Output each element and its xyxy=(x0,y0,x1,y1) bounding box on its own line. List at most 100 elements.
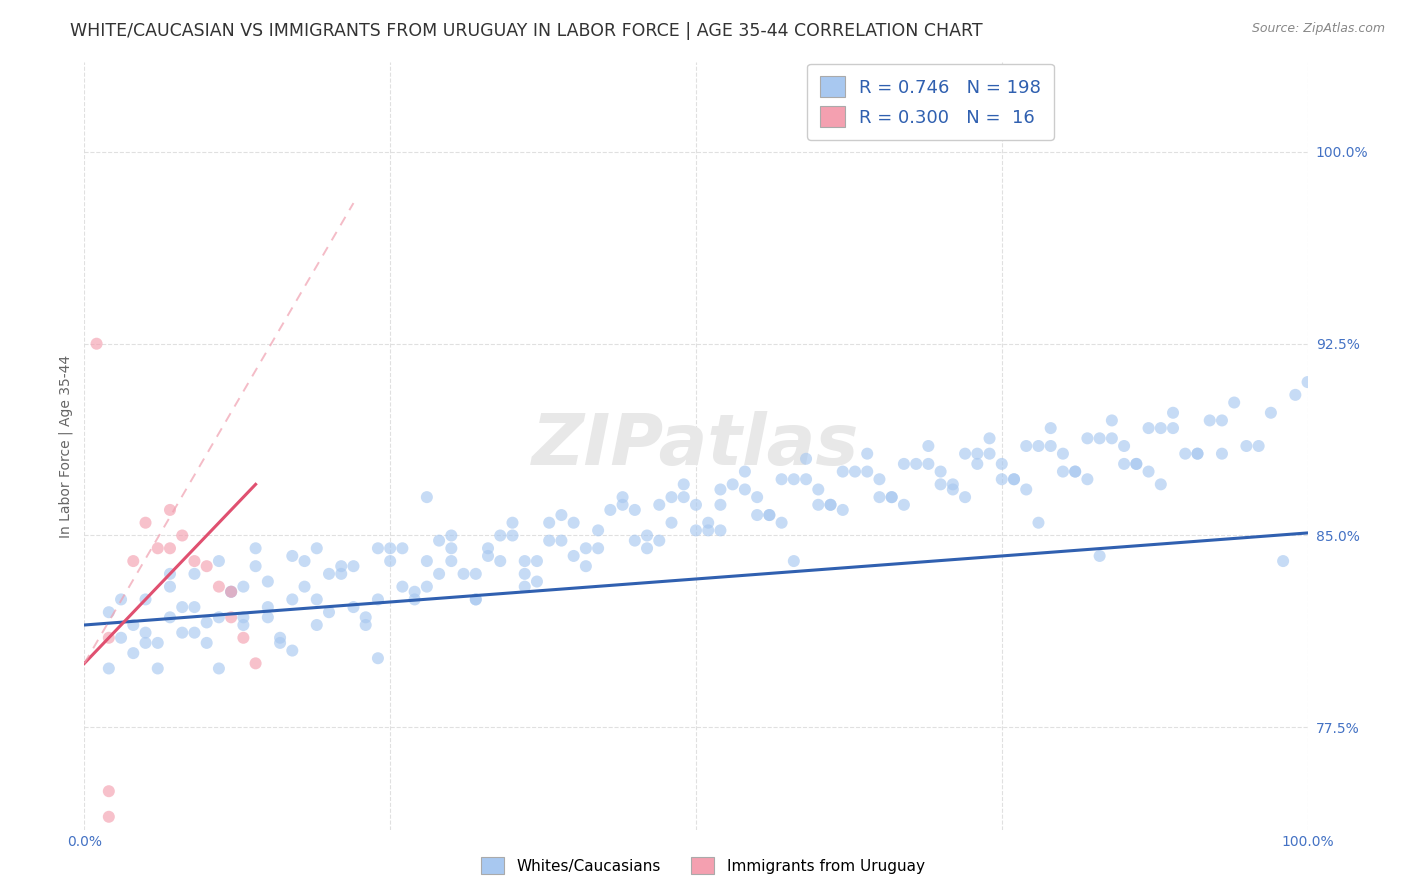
Point xyxy=(219,610,242,624)
Point xyxy=(1211,447,1233,461)
Point xyxy=(1002,472,1025,486)
Point xyxy=(464,592,486,607)
Point xyxy=(367,592,389,607)
Point xyxy=(1236,439,1258,453)
Point xyxy=(183,554,205,568)
Point xyxy=(1296,375,1319,389)
Legend: Whites/Caucasians, Immigrants from Uruguay: Whites/Caucasians, Immigrants from Urugu… xyxy=(475,851,931,880)
Point xyxy=(110,631,132,645)
Point xyxy=(831,503,853,517)
Point xyxy=(489,554,512,568)
Point xyxy=(709,498,731,512)
Point xyxy=(709,483,731,497)
Point xyxy=(869,490,891,504)
Point xyxy=(342,600,364,615)
Point xyxy=(1125,457,1147,471)
Point xyxy=(685,524,707,538)
Point xyxy=(831,465,853,479)
Point xyxy=(770,472,793,486)
Point xyxy=(391,541,413,556)
Point xyxy=(219,584,242,599)
Point xyxy=(905,457,928,471)
Point xyxy=(269,631,291,645)
Point xyxy=(942,483,965,497)
Point xyxy=(305,618,328,632)
Point xyxy=(294,580,316,594)
Point xyxy=(807,498,830,512)
Point xyxy=(146,636,169,650)
Point xyxy=(747,508,769,522)
Point xyxy=(1187,447,1209,461)
Y-axis label: In Labor Force | Age 35-44: In Labor Force | Age 35-44 xyxy=(59,354,73,538)
Point xyxy=(294,554,316,568)
Point xyxy=(477,549,499,563)
Point xyxy=(477,541,499,556)
Point xyxy=(318,605,340,619)
Point xyxy=(917,439,939,453)
Point xyxy=(807,483,830,497)
Point xyxy=(159,610,181,624)
Point xyxy=(1125,457,1147,471)
Point xyxy=(257,574,280,589)
Point xyxy=(575,559,598,574)
Point xyxy=(172,600,194,615)
Point xyxy=(1028,439,1050,453)
Point xyxy=(404,584,426,599)
Point xyxy=(734,483,756,497)
Point xyxy=(404,592,426,607)
Point xyxy=(794,472,817,486)
Point xyxy=(661,516,683,530)
Point xyxy=(1101,431,1123,445)
Point xyxy=(1211,413,1233,427)
Point xyxy=(257,600,280,615)
Point xyxy=(354,610,377,624)
Point xyxy=(672,490,695,504)
Point xyxy=(562,516,585,530)
Point xyxy=(1064,465,1087,479)
Point xyxy=(1161,406,1184,420)
Point xyxy=(1002,472,1025,486)
Point xyxy=(281,549,304,563)
Point xyxy=(502,516,524,530)
Point xyxy=(135,636,157,650)
Point xyxy=(513,580,536,594)
Point xyxy=(195,636,218,650)
Point xyxy=(232,631,254,645)
Point xyxy=(1015,483,1038,497)
Point xyxy=(1260,406,1282,420)
Point xyxy=(146,541,169,556)
Point xyxy=(758,508,780,522)
Point xyxy=(183,625,205,640)
Point xyxy=(159,503,181,517)
Point xyxy=(245,541,267,556)
Point xyxy=(697,516,720,530)
Point xyxy=(770,516,793,530)
Point xyxy=(97,631,120,645)
Point xyxy=(232,580,254,594)
Point xyxy=(1052,447,1074,461)
Point xyxy=(783,472,806,486)
Point xyxy=(991,472,1014,486)
Point xyxy=(427,566,450,581)
Point xyxy=(232,610,254,624)
Point xyxy=(86,336,108,351)
Point xyxy=(1101,413,1123,427)
Point xyxy=(159,566,181,581)
Point xyxy=(172,625,194,640)
Point xyxy=(330,559,353,574)
Point xyxy=(367,541,389,556)
Point xyxy=(122,618,145,632)
Point xyxy=(305,592,328,607)
Point xyxy=(1052,465,1074,479)
Point xyxy=(1198,413,1220,427)
Point xyxy=(953,490,976,504)
Point xyxy=(820,498,842,512)
Point xyxy=(1150,421,1173,435)
Point xyxy=(1223,395,1246,409)
Point xyxy=(427,533,450,548)
Point xyxy=(208,580,231,594)
Point xyxy=(208,554,231,568)
Point xyxy=(1039,439,1062,453)
Point xyxy=(966,457,988,471)
Point xyxy=(648,533,671,548)
